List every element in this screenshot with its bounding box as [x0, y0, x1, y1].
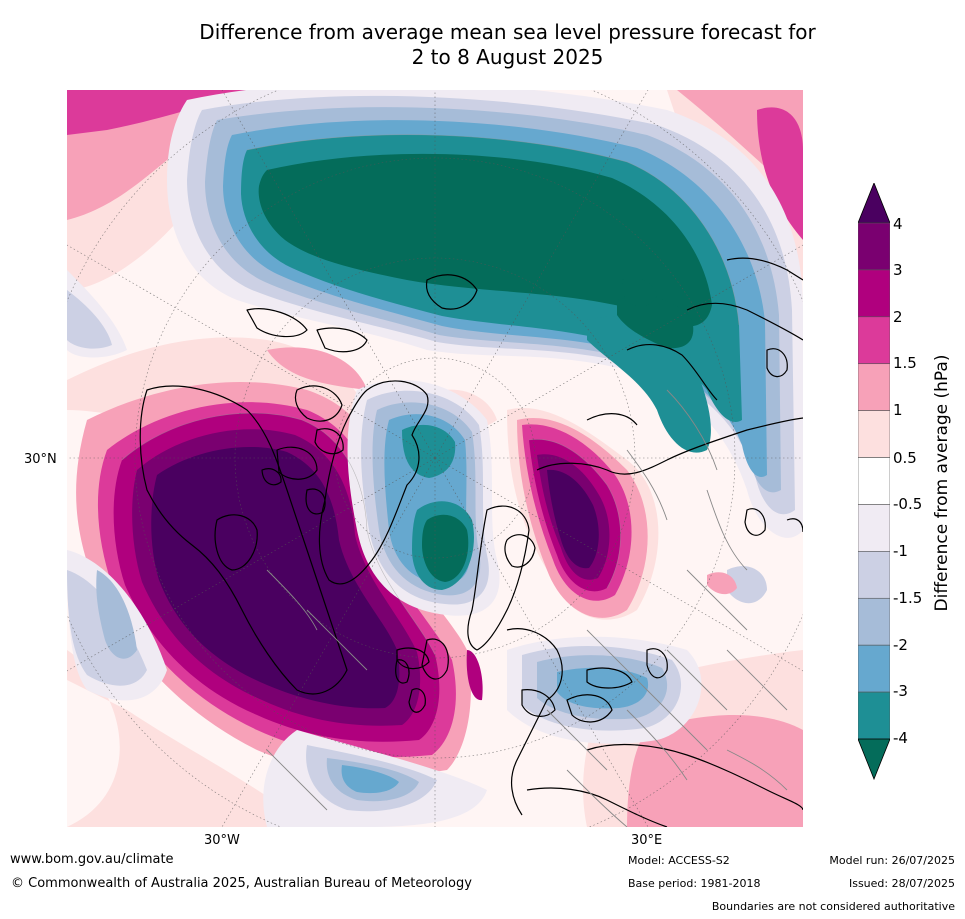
colorbar	[857, 181, 891, 783]
colorbar-tick-0-5: 0.5	[893, 449, 917, 467]
colorbar-tick-neg-1-5: -1.5	[893, 589, 923, 607]
country-borders	[266, 389, 788, 827]
colorbar-band	[857, 597, 891, 646]
colorbar-tick-4: 4	[893, 215, 903, 233]
lon-label-30e: 30°E	[631, 833, 663, 848]
colorbar-tick-neg-2: -2	[893, 636, 908, 654]
coastlines	[139, 257, 803, 827]
colorbar-tick-neg-4: -4	[893, 729, 908, 747]
colorbar-band	[857, 644, 891, 693]
lon-label-30w: 30°W	[204, 833, 240, 848]
colorbar-tick-1-5: 1.5	[893, 354, 917, 372]
anomaly-map	[67, 90, 803, 827]
footer-copyright: © Commonwealth of Australia 2025, Austra…	[11, 876, 472, 891]
colorbar-band	[857, 410, 891, 458]
footer-base-period: Base period: 1981-2018	[628, 877, 761, 890]
colorbar-band	[857, 222, 891, 271]
colorbar-tick-neg-0-5: -0.5	[893, 495, 923, 513]
positive-anomaly-max-regions	[151, 446, 599, 709]
map-title: Difference from average mean sea level p…	[150, 20, 865, 70]
contour-lines	[121, 134, 740, 656]
colorbar-band	[857, 691, 891, 740]
footer-url: www.bom.gov.au/climate	[10, 852, 174, 867]
colorbar-tick-2: 2	[893, 308, 903, 326]
anomaly-map-svg	[67, 90, 803, 827]
footer-issued: Issued: 28/07/2025	[848, 877, 955, 890]
title-line-2: 2 to 8 August 2025	[411, 45, 604, 69]
colorbar-tick-neg-3: -3	[893, 682, 908, 700]
colorbar-svg	[857, 181, 891, 781]
footer-model-run: Model run: 26/07/2025	[829, 854, 955, 867]
colorbar-cap-min	[857, 738, 891, 781]
colorbar-band	[857, 457, 891, 505]
negative-anomaly-deep-teal-regions	[258, 153, 712, 582]
colorbar-tick-neg-1: -1	[893, 542, 908, 560]
lat-label-30n: 30°N	[24, 452, 57, 467]
colorbar-tick-1: 1	[893, 401, 903, 419]
graticule	[67, 90, 803, 827]
colorbar-band	[857, 363, 891, 411]
colorbar-band	[857, 316, 891, 365]
footer-boundaries-note: Boundaries are not considered authoritat…	[711, 900, 955, 913]
colorbar-bands	[857, 222, 891, 740]
title-line-1: Difference from average mean sea level p…	[199, 20, 816, 44]
colorbar-band	[857, 504, 891, 552]
colorbar-label: Difference from average (hPa)	[932, 354, 952, 612]
colorbar-tick-3: 3	[893, 261, 903, 279]
colorbar-cap-max	[857, 181, 891, 224]
colorbar-band	[857, 551, 891, 599]
colorbar-band	[857, 269, 891, 318]
footer-model: Model: ACCESS-S2	[628, 854, 730, 867]
